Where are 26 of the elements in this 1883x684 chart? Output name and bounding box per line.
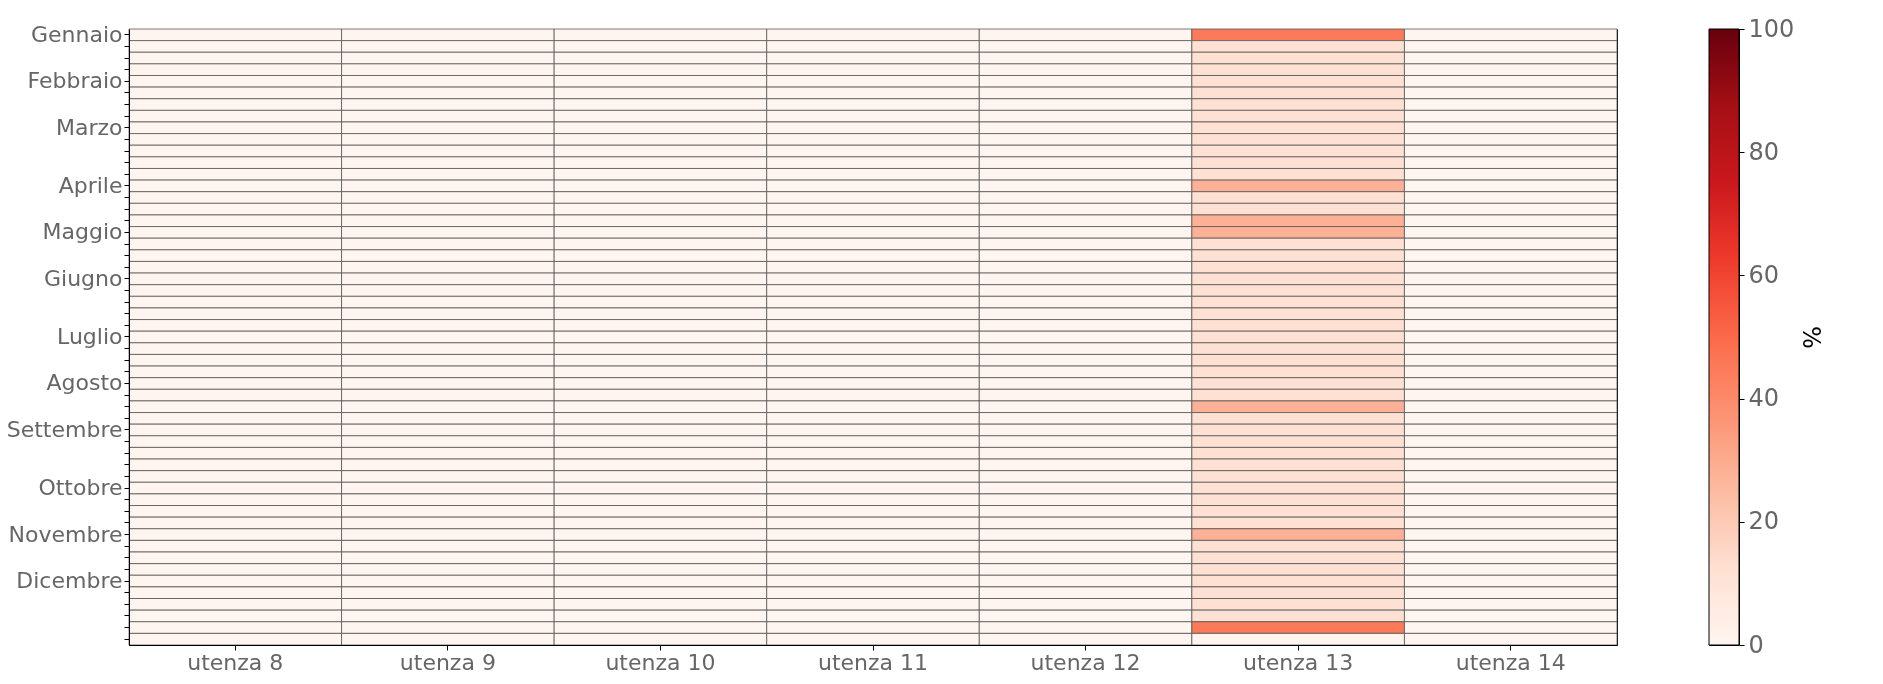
- y-tick-label: Febbraio: [27, 68, 123, 94]
- color-bar-title: %: [1797, 326, 1826, 349]
- x-tick-label: utenza 10: [605, 649, 716, 675]
- x-tick-label: utenza 11: [817, 649, 929, 675]
- color-bar-label: 100: [1748, 14, 1795, 43]
- y-tick-label: Ottobre: [38, 475, 123, 501]
- x-tick-label: utenza 14: [1455, 649, 1566, 675]
- y-tick-label: Settembre: [6, 416, 123, 442]
- y-tick-label: Marzo: [55, 114, 123, 140]
- x-tick-label: utenza 9: [399, 649, 496, 675]
- y-tick-label: Gennaio: [30, 21, 123, 47]
- color-bar-label: 20: [1748, 507, 1780, 536]
- y-tick-label: Maggio: [42, 219, 123, 245]
- color-bar-label: 80: [1748, 137, 1780, 166]
- y-tick-label: Agosto: [46, 370, 123, 396]
- color-bar-label: 0: [1748, 630, 1764, 659]
- y-tick-label: Aprile: [58, 172, 123, 198]
- color-bar-label: 40: [1748, 384, 1780, 413]
- x-tick-label: utenza 12: [1030, 649, 1141, 675]
- color-bar-label: 60: [1748, 260, 1780, 289]
- x-tick-label: utenza 8: [187, 649, 284, 675]
- y-tick-label: Dicembre: [16, 568, 123, 594]
- y-tick-label: Luglio: [57, 324, 123, 349]
- y-tick-label: Novembre: [8, 521, 123, 547]
- x-tick-label: utenza 13: [1243, 649, 1354, 675]
- y-tick-label: Giugno: [44, 265, 123, 291]
